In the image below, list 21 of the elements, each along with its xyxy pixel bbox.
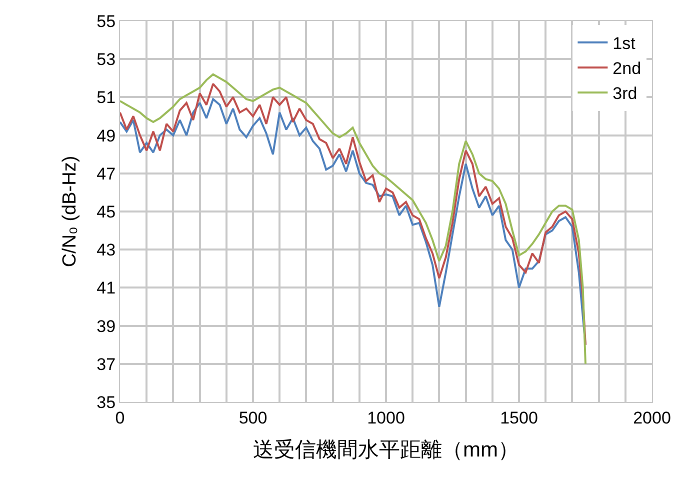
x-axis-title: 送受信機間水平距離（mm） — [253, 438, 519, 462]
y-tick-label: 35 — [96, 392, 116, 412]
y-tick-label: 49 — [96, 126, 116, 146]
y-tick-label: 39 — [96, 316, 116, 336]
legend-label: 2nd — [612, 59, 642, 78]
y-tick-label: 53 — [96, 50, 116, 70]
x-tick-label: 1000 — [367, 408, 405, 428]
y-tick-label: 47 — [96, 164, 116, 184]
y-tick-label: 51 — [96, 88, 116, 108]
x-tick-label: 2000 — [633, 408, 671, 428]
y-tick-label: 55 — [96, 12, 116, 31]
y-tick-label: 41 — [96, 278, 116, 298]
y-axis-title: C/N₀ (dB-Hz) — [60, 156, 81, 268]
x-tick-label: 0 — [115, 408, 125, 428]
x-tick-label: 500 — [238, 408, 268, 428]
legend-label: 1st — [612, 34, 636, 53]
y-tick-label: 45 — [96, 202, 116, 222]
legend-label: 3rd — [612, 84, 638, 104]
x-tick-label: 1500 — [500, 408, 538, 428]
y-tick-label: 43 — [96, 240, 116, 260]
y-tick-label: 37 — [96, 354, 116, 374]
